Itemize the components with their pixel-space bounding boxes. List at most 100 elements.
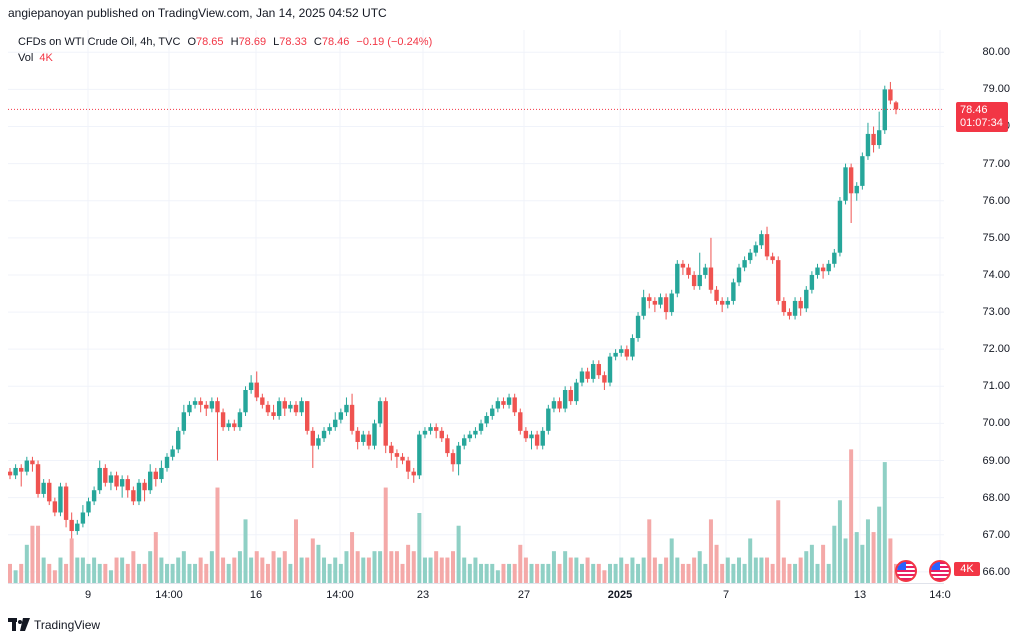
price-tick: 69.00: [982, 454, 1010, 467]
volume-bar: [209, 551, 214, 583]
candle-body: [736, 267, 742, 283]
candle-body: [680, 263, 686, 268]
candle-body: [338, 412, 344, 420]
volume-bar: [148, 551, 153, 583]
volume-bar: [787, 563, 792, 583]
candle-body: [293, 404, 299, 413]
open-value: 78.65: [196, 36, 224, 48]
volume-bar: [19, 563, 24, 583]
candle-body: [776, 260, 781, 301]
volume-row: Vol 4K: [18, 50, 432, 66]
volume-bar: [703, 563, 708, 583]
candle-body: [748, 252, 753, 261]
candle-body: [108, 475, 114, 483]
last-price-label: 78.46 01:07:34: [956, 102, 1008, 132]
volume-bar: [518, 544, 523, 583]
candle-body: [484, 415, 489, 424]
volume-bar: [888, 538, 893, 583]
candle-body: [305, 401, 310, 431]
candle-body: [529, 434, 534, 439]
us-flag-icon[interactable]: [895, 560, 917, 582]
candle-body: [495, 401, 501, 409]
volume-bar: [265, 563, 270, 583]
candle-body: [893, 102, 899, 110]
volume-bar: [652, 557, 657, 583]
volume-bar: [832, 525, 837, 583]
volume-bar: [187, 563, 192, 583]
price-tick: 77.00: [982, 157, 1010, 170]
volume-bar: [579, 563, 584, 583]
volume-bar: [237, 551, 242, 583]
candle-body: [377, 401, 383, 424]
candle-body: [276, 401, 282, 416]
candle-body: [131, 490, 136, 502]
volume-bar: [630, 557, 635, 583]
candle-body: [372, 423, 377, 446]
volume-bar: [366, 557, 371, 583]
volume-bar: [120, 557, 125, 583]
candle-body: [832, 252, 837, 264]
volume-bar: [165, 563, 170, 583]
candle-body: [75, 523, 80, 532]
volume-bar: [260, 557, 265, 583]
volume-bar: [462, 557, 467, 583]
candle-body: [187, 404, 192, 413]
candle-body: [260, 397, 265, 405]
candle-body: [181, 412, 187, 431]
volume-bar: [557, 563, 562, 583]
candle-body: [635, 315, 641, 339]
candle-body: [764, 234, 770, 257]
candle-body: [871, 133, 876, 146]
price-chart[interactable]: [8, 30, 944, 583]
volume-bar: [473, 557, 478, 583]
volume-bar: [776, 500, 781, 583]
volume-bar: [854, 532, 859, 583]
volume-value: 4K: [39, 52, 53, 64]
volume-bar: [422, 557, 427, 583]
time-tick: 13: [853, 589, 867, 601]
volume-bar: [484, 563, 489, 583]
us-flag-icon[interactable]: [929, 560, 951, 582]
volume-bar: [512, 563, 517, 583]
candle-body: [613, 352, 618, 357]
candle-body: [41, 482, 46, 494]
candle-body: [97, 467, 102, 491]
candle-body: [596, 364, 601, 376]
volume-label[interactable]: Vol: [18, 52, 34, 64]
candle-body: [30, 460, 35, 465]
candle-body: [136, 482, 142, 502]
volume-bar: [523, 557, 528, 583]
volume-bar: [305, 557, 310, 583]
ohlc-row: CFDs on WTI Crude Oil, 4h, TVC O78.65 H7…: [18, 34, 432, 50]
candle-body: [854, 185, 859, 194]
volume-bar: [686, 563, 691, 583]
candle-body: [456, 445, 461, 465]
volume-bar: [865, 519, 870, 583]
price-tick: 70.00: [982, 417, 1010, 430]
candle-body: [551, 401, 557, 409]
volume-bar: [411, 551, 416, 583]
candle-body: [703, 267, 708, 275]
volume-bar: [97, 563, 102, 583]
candle-body: [411, 471, 416, 476]
candle-body: [316, 438, 321, 446]
volume-bar: [394, 551, 399, 583]
low-value: 78.33: [279, 36, 307, 48]
volume-bar: [136, 563, 141, 583]
candle-body: [321, 430, 327, 439]
time-axis[interactable]: 9 14:00 16 14:00 23 27 2025 7 13 14:0: [8, 583, 951, 608]
volume-bar: [249, 557, 254, 583]
candle-body: [534, 434, 540, 446]
price-tick: 66.00: [982, 565, 1010, 578]
symbol-label[interactable]: CFDs on WTI Crude Oil, 4h, TVC: [18, 36, 181, 48]
candle-body: [826, 263, 831, 272]
volume-bar: [770, 563, 775, 583]
volume-bar: [333, 557, 338, 583]
volume-bar: [748, 538, 753, 583]
candle-body: [585, 371, 590, 379]
volume-bar: [753, 557, 758, 583]
candle-body: [725, 300, 730, 305]
candle-body: [557, 401, 562, 409]
candle-body: [288, 404, 293, 409]
candle-body: [759, 234, 764, 246]
